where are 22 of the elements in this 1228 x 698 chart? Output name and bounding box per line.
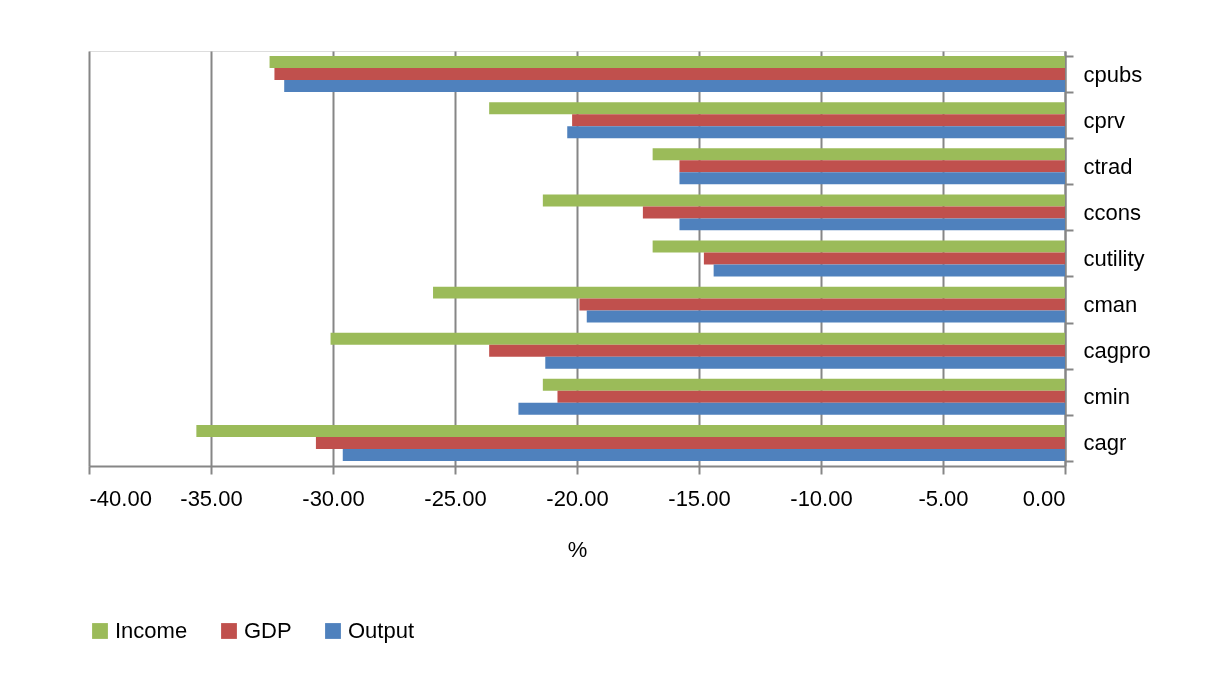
x-tick-label: -40.00 <box>89 485 152 511</box>
y-tick-label: cpubs <box>1083 61 1143 87</box>
x-tick-label: -20.00 <box>546 485 609 511</box>
x-tick-label: -25.00 <box>424 485 487 511</box>
x-axis-title: % <box>567 536 588 562</box>
y-tick-label: cagpro <box>1083 338 1151 364</box>
x-tick-label: -10.00 <box>790 485 853 511</box>
x-tick-label: -5.00 <box>918 485 969 511</box>
x-tick-label: -35.00 <box>180 485 243 511</box>
x-tick-label: -30.00 <box>302 485 365 511</box>
y-tick-label: ctrad <box>1083 153 1133 179</box>
y-tick-label: cmin <box>1083 384 1130 410</box>
x-tick-label: 0.00 <box>1022 485 1066 511</box>
legend-label: GDP <box>244 618 292 643</box>
y-tick-label: cagr <box>1083 430 1127 456</box>
y-tick-label: cman <box>1083 292 1138 318</box>
y-tick-label: ccons <box>1083 199 1141 225</box>
y-tick-label: cutility <box>1083 246 1145 271</box>
legend-label: Income <box>115 618 188 643</box>
y-tick-label: cprv <box>1083 107 1126 133</box>
legend-label: Output <box>348 618 415 643</box>
x-tick-label: -15.00 <box>668 485 731 511</box>
